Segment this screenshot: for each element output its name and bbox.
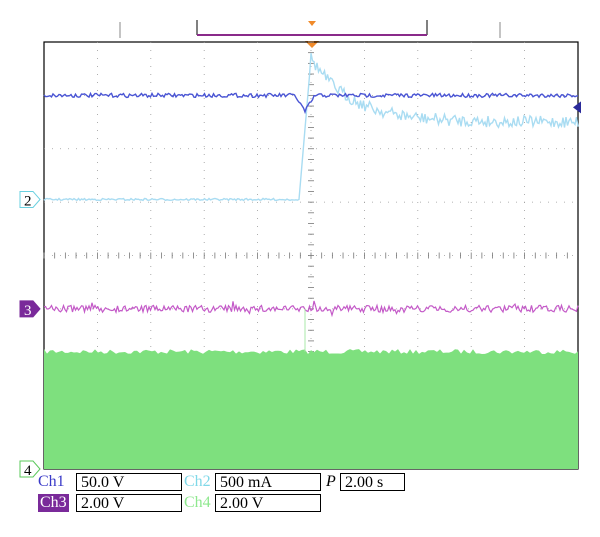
ground-markers: 2 3 4 — [19, 190, 41, 479]
ch4-scale-readout: 2.00 V — [215, 494, 321, 512]
ch4-label: Ch4 — [184, 494, 211, 511]
ch4-trace — [44, 349, 578, 469]
ch2-scale-readout: 500 mA — [215, 473, 321, 491]
ch1-trace — [43, 91, 579, 115]
ch3-scale-readout: 2.00 V — [76, 494, 182, 512]
ch3-ground-marker: 3 — [19, 300, 41, 319]
ch4-ground-marker: 4 — [19, 460, 41, 479]
ch2-ground-marker-label: 2 — [24, 193, 32, 209]
ch2-ground-marker-shape — [19, 190, 41, 208]
ch3-ground-marker-label: 3 — [24, 303, 32, 319]
trigger-position-icon — [305, 41, 319, 48]
ch1-label: Ch1 — [38, 473, 65, 490]
ch4-ground-marker-shape — [19, 460, 41, 478]
ch2-ground-marker: 2 — [19, 190, 41, 209]
timebase-label: P — [326, 473, 336, 490]
record-bar — [119, 20, 501, 38]
ch3-trace — [43, 300, 579, 318]
traces — [43, 53, 581, 469]
timebase-readout: 2.00 s — [340, 473, 405, 491]
ch1-reference-icon — [573, 101, 581, 114]
ch2-trace — [43, 53, 579, 202]
ch3-label: Ch3 — [38, 494, 69, 512]
ch1-scale-readout: 50.0 V — [76, 473, 182, 491]
ch3-ground-marker-shape — [19, 300, 41, 318]
ch2-label: Ch2 — [184, 473, 211, 490]
ch4-ground-marker-label: 4 — [24, 463, 32, 479]
